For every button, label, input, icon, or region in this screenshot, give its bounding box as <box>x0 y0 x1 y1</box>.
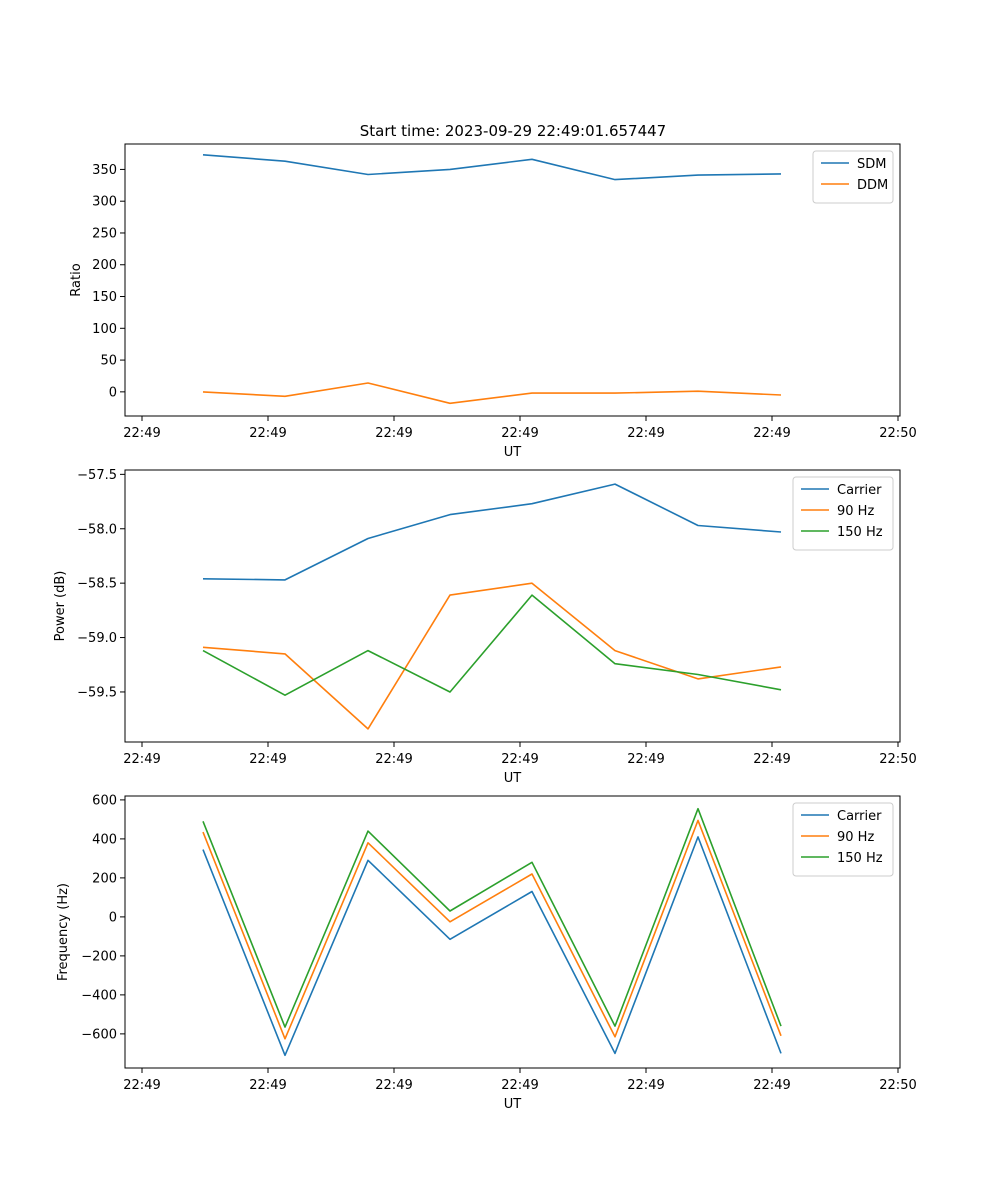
y-tick-label: −59.0 <box>77 631 117 646</box>
y-tick-label: 50 <box>100 354 117 369</box>
x-tick-label: 22:49 <box>375 426 412 441</box>
x-tick-label: 22:49 <box>627 426 664 441</box>
series-line-150-hz <box>202 807 782 1028</box>
x-tick-label: 22:49 <box>753 1078 790 1093</box>
legend-label: SDM <box>857 157 886 172</box>
x-tick-label: 22:49 <box>753 752 790 767</box>
series-line-150-hz <box>202 594 782 697</box>
x-tick-label: 22:49 <box>501 752 538 767</box>
y-tick-label: −200 <box>81 949 117 964</box>
series-line-ddm <box>202 382 782 405</box>
x-tick-label: 22:49 <box>123 1078 160 1093</box>
y-tick-label: −600 <box>81 1027 117 1042</box>
x-tick-label: 22:50 <box>879 426 916 441</box>
legend-label: Carrier <box>837 483 882 498</box>
y-tick-label: 200 <box>92 258 117 273</box>
y-tick-label: −400 <box>81 988 117 1003</box>
x-tick-label: 22:49 <box>249 1078 286 1093</box>
y-tick-label: 300 <box>92 195 117 210</box>
x-tick-label: 22:50 <box>879 1078 916 1093</box>
y-tick-label: 200 <box>92 871 117 886</box>
legend-label: DDM <box>857 178 888 193</box>
series-line-90-hz <box>202 819 782 1040</box>
y-tick-label: 600 <box>92 793 117 808</box>
y-tick-label: 350 <box>92 163 117 178</box>
y-tick-label: 400 <box>92 832 117 847</box>
x-tick-label: 22:49 <box>753 426 790 441</box>
y-tick-label: −59.5 <box>77 685 117 700</box>
x-tick-label: 22:49 <box>627 752 664 767</box>
y-tick-label: 250 <box>92 226 117 241</box>
axes-frame <box>124 143 901 417</box>
x-tick-label: 22:49 <box>123 426 160 441</box>
x-tick-label: 22:49 <box>375 1078 412 1093</box>
y-axis-label: Power (dB) <box>53 571 68 642</box>
x-tick-label: 22:49 <box>249 752 286 767</box>
x-tick-label: 22:49 <box>627 1078 664 1093</box>
x-axis-label: UT <box>504 445 522 460</box>
series-line-90-hz <box>202 582 782 730</box>
legend-label: 150 Hz <box>837 525 883 540</box>
x-tick-label: 22:49 <box>501 1078 538 1093</box>
y-axis-label: Ratio <box>69 263 84 296</box>
power-panel: 22:49 22:49 22:49 22:49 22:49 22:49 22:50 UT −59… <box>53 468 917 786</box>
axes-frame <box>124 469 901 743</box>
y-tick-label: 0 <box>109 385 117 400</box>
legend-label: 90 Hz <box>837 504 874 519</box>
y-tick-label: −58.5 <box>77 577 117 592</box>
y-tick-label: 100 <box>92 322 117 337</box>
x-tick-label: 22:49 <box>375 752 412 767</box>
series-line-carrier <box>202 483 782 581</box>
x-tick-label: 22:49 <box>501 426 538 441</box>
y-axis-label: Frequency (Hz) <box>56 883 71 981</box>
legend-box <box>812 150 894 204</box>
y-tick-label: 150 <box>92 290 117 305</box>
series-line-carrier <box>202 836 782 1057</box>
frequency-panel: 22:49 22:49 22:49 22:49 22:49 22:49 22:50 UT −60… <box>56 793 917 1112</box>
axes-frame <box>124 795 901 1069</box>
y-tick-label: −58.0 <box>77 522 117 537</box>
ratio-panel: 22:49 22:49 22:49 22:49 22:49 22:49 22:50 UT 0 50… <box>69 143 917 460</box>
y-tick-label: −57.5 <box>77 468 117 483</box>
series-line-sdm <box>202 154 782 181</box>
figure-title: Start time: 2023-09-29 22:49:01.657447 <box>360 122 666 140</box>
y-tick-label: 0 <box>109 910 117 925</box>
legend-label: 90 Hz <box>837 830 874 845</box>
x-tick-label: 22:49 <box>123 752 160 767</box>
x-axis-label: UT <box>504 771 522 786</box>
legend-label: 150 Hz <box>837 851 883 866</box>
legend-label: Carrier <box>837 809 882 824</box>
x-axis-label: UT <box>504 1097 522 1112</box>
x-tick-label: 22:49 <box>249 426 286 441</box>
x-tick-label: 22:50 <box>879 752 916 767</box>
